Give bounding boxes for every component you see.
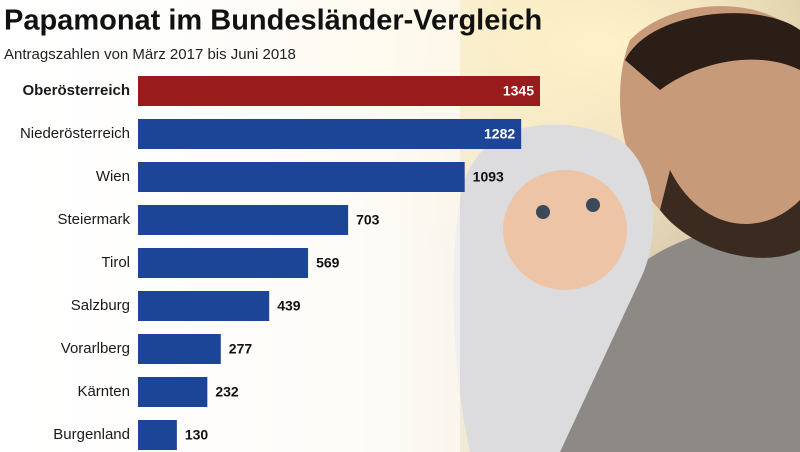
category-label: Niederösterreich (20, 125, 130, 142)
bar (138, 76, 540, 106)
chart-title: Papamonat im Bundesländer-Vergleich (4, 5, 542, 37)
value-label: 569 (316, 255, 340, 271)
bar (138, 205, 349, 235)
category-label: Burgenland (53, 426, 130, 443)
value-label: 232 (215, 384, 239, 400)
category-label: Kärnten (77, 383, 130, 400)
value-label: 1345 (503, 83, 534, 99)
bar (138, 420, 177, 450)
category-label: Oberösterreich (22, 82, 130, 99)
category-label: Tirol (101, 254, 130, 271)
value-label: 1282 (484, 126, 515, 142)
value-label: 439 (277, 298, 301, 314)
bar (138, 162, 465, 192)
value-label: 1093 (473, 169, 504, 185)
bar (138, 334, 221, 364)
bar (138, 248, 309, 278)
bar (138, 291, 270, 321)
value-label: 703 (356, 212, 380, 228)
category-label: Steiermark (57, 211, 130, 228)
bar (138, 119, 522, 149)
chart-subtitle: Antragszahlen von März 2017 bis Juni 201… (4, 46, 296, 63)
value-label: 130 (185, 427, 209, 443)
category-label: Salzburg (71, 297, 130, 314)
bar (138, 377, 208, 407)
category-label: Vorarlberg (61, 340, 130, 357)
category-label: Wien (96, 168, 130, 185)
value-label: 277 (229, 341, 253, 357)
